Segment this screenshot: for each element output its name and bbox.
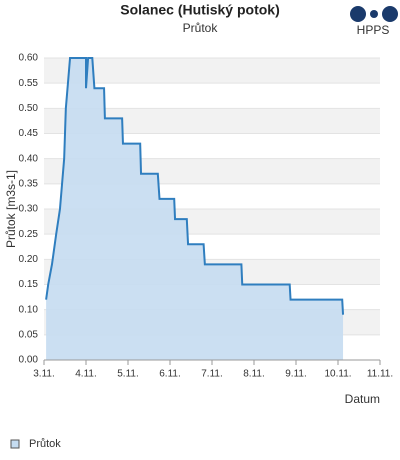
x-tick-label: 9.11.: [285, 369, 307, 380]
logo-circle: [370, 10, 378, 18]
y-tick-label: 0.15: [19, 279, 39, 290]
y-tick-label: 0.20: [19, 254, 39, 265]
logo-circle: [350, 6, 366, 22]
logo-circle: [382, 6, 398, 22]
y-tick-label: 0.05: [19, 329, 39, 340]
legend-label[interactable]: Průtok: [29, 438, 61, 450]
chart-title: Solanec (Hutiský potok): [120, 2, 279, 18]
y-tick-label: 0.10: [19, 304, 39, 315]
x-tick-label: 10.11.: [324, 369, 351, 380]
logo-text: HPPS: [357, 23, 390, 37]
x-tick-label: 8.11.: [243, 369, 265, 380]
legend-swatch[interactable]: [10, 439, 20, 449]
x-tick-label: 4.11.: [75, 369, 97, 380]
x-tick-label: 5.11.: [117, 369, 139, 380]
chart-subtitle: Průtok: [183, 21, 219, 35]
x-axis-label: Datum: [345, 392, 380, 406]
y-tick-label: 0.35: [19, 178, 39, 189]
logo: [350, 6, 398, 22]
x-tick-label: 3.11.: [33, 369, 55, 380]
grid-band: [44, 58, 380, 84]
line: [45, 57, 345, 315]
y-tick-label: 0.60: [19, 53, 39, 64]
y-tick-label: 0.30: [19, 204, 39, 215]
y-tick-label: 0.00: [19, 355, 39, 366]
y-tick-label: 0.25: [19, 229, 39, 240]
y-tick-label: 0.40: [19, 153, 39, 164]
y-axis-label: Průtok [m3s-1]: [4, 170, 18, 248]
x-tick-label: 6.11.: [159, 369, 181, 380]
y-tick-label: 0.45: [19, 128, 39, 139]
x-tick-label: 7.11.: [201, 369, 223, 380]
x-tick-label: 11.11.: [367, 369, 393, 380]
y-tick-label: 0.55: [19, 78, 39, 89]
y-tick-label: 0.50: [19, 103, 39, 114]
